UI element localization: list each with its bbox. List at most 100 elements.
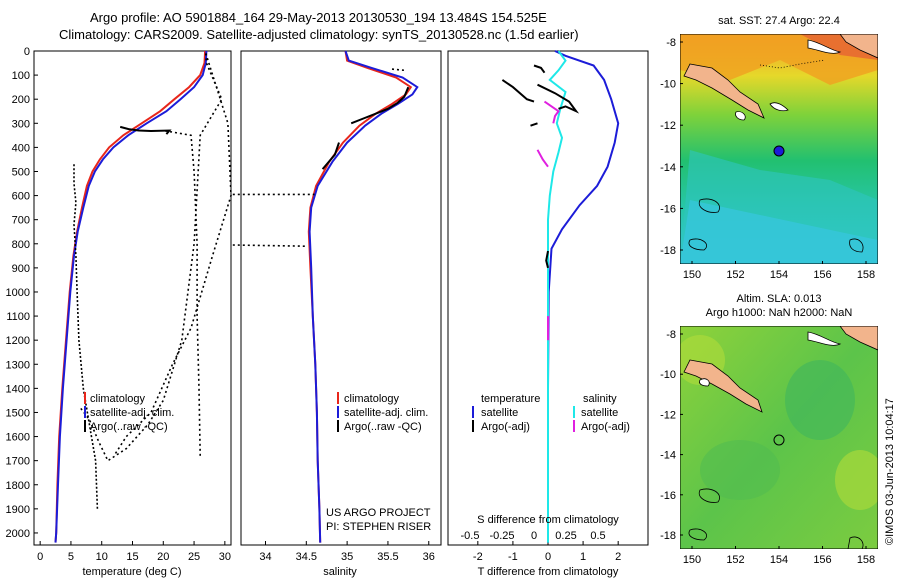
series-t-argo-5	[545, 250, 549, 269]
y-tick-label: 1100	[6, 311, 30, 323]
land-islands	[699, 331, 842, 387]
legend-label-climatology: climatology	[90, 393, 146, 405]
map-y-tick-label: -10	[660, 79, 676, 91]
map-y-tick-label: -18	[660, 530, 676, 542]
legend-swatch-argo	[337, 420, 339, 432]
legend-swatch-t-satellite	[472, 406, 474, 418]
y-tick-label: 100	[12, 70, 30, 82]
map-x-tick-label: 150	[683, 269, 701, 281]
top-tick-label: -0.5	[461, 530, 480, 542]
map-y-tick-label: -16	[660, 490, 676, 502]
land-islands	[735, 39, 842, 121]
x-tick-label: 36	[423, 551, 435, 563]
legend-swatch-argo	[84, 420, 86, 432]
y-tick-label: 0	[24, 46, 30, 58]
sla-low-2	[700, 440, 780, 500]
series-argo-2	[232, 244, 307, 247]
sst-map	[680, 34, 878, 264]
y-tick-label: 300	[12, 118, 30, 130]
legend-swatch-satellite	[337, 406, 339, 418]
y-tick-label: 500	[12, 166, 30, 178]
series-climatology	[307, 50, 413, 543]
map-x-tick-label: 154	[770, 269, 788, 281]
temperature-legend: climatology satellite-adj. clim. Argo(..…	[84, 392, 174, 433]
map-x-tick-label: 156	[813, 269, 831, 281]
sla-map-title-line2: Argo h1000: NaN h2000: NaN	[706, 307, 853, 319]
y-tick-label: 1300	[6, 359, 30, 371]
land-new-guinea-tail	[683, 359, 763, 413]
y-tick-label: 200	[12, 94, 30, 106]
sst-map-title: sat. SST: 27.4 Argo: 22.4	[718, 15, 840, 27]
reef-outline	[688, 488, 864, 549]
series-argo-5	[321, 142, 340, 170]
temperature-plot-frame	[33, 50, 232, 546]
dotted-track	[759, 59, 826, 69]
series-s-argo-2	[536, 149, 549, 168]
x-tick-label: 25	[188, 551, 200, 563]
series-argo-3	[163, 129, 201, 456]
map-x-tick-label: 158	[857, 269, 875, 281]
legend-label-argo: Argo(..raw -QC)	[344, 421, 422, 433]
land-top-right	[839, 326, 878, 351]
series-argo-4	[350, 86, 410, 125]
x-tick-label: 35	[341, 551, 353, 563]
y-tick-label: 1700	[6, 456, 30, 468]
map-x-tick-label: 152	[726, 554, 744, 566]
x-tick-label: 35.5	[377, 551, 398, 563]
series-satellite-adj-clim-	[308, 50, 419, 543]
argo-float-location	[773, 145, 785, 157]
x-tick-label: 10	[96, 551, 108, 563]
map-x-tick-label: 152	[726, 269, 744, 281]
x-tick-label: 15	[126, 551, 138, 563]
difference-chart: -2 -1 0 1 2 -0.5 -0.25 0 0.25 0.5	[461, 50, 621, 563]
y-tick-label: 800	[12, 239, 30, 251]
series-argo-4	[73, 164, 99, 509]
map-y-tick-label: -12	[660, 120, 676, 132]
x-tick-label: 30	[219, 551, 231, 563]
legend-label-s-satellite: satellite	[581, 407, 618, 419]
legend-label-argo: Argo(..raw -QC)	[90, 421, 168, 433]
map-x-tick-label: 158	[857, 554, 875, 566]
legend-header-salinity: salinity	[583, 393, 617, 405]
top-tick-label: 0	[531, 530, 537, 542]
y-tick-label: 2000	[6, 528, 30, 540]
series-argo-2	[113, 53, 232, 457]
difference-xlabel: T difference from climatology	[478, 566, 619, 578]
land-top-right	[839, 34, 878, 59]
map-x-tick-label: 154	[770, 554, 788, 566]
x-tick-label: 0	[37, 551, 43, 563]
legend-label-s-argo: Argo(-adj)	[581, 421, 630, 433]
figure-title-line1: Argo profile: AO 5901884_164 29-May-2013…	[90, 10, 547, 25]
legend-swatch-t-argo	[472, 420, 474, 432]
legend-swatch-s-argo	[573, 420, 575, 432]
temperature-chart: 0 5 10 15 20 25 300100200300400500600700800900…	[6, 46, 232, 563]
salinity-chart: 34 34.5 35 35.5 36	[232, 50, 435, 563]
series-t-argo-3	[533, 64, 546, 74]
series-t-argo	[537, 83, 580, 114]
y-tick-label: 1900	[6, 504, 30, 516]
salinity-xlabel: salinity	[323, 566, 357, 578]
sla-map-title-line1: Altim. SLA: 0.013	[737, 293, 822, 305]
map-y-tick-label: -14	[660, 450, 676, 462]
project-annotation: US ARGO PROJECT	[326, 507, 431, 519]
map-x-tick-label: 150	[683, 554, 701, 566]
map-y-tick-label: -14	[660, 162, 676, 174]
map-y-tick-label: -10	[660, 369, 676, 381]
top-tick-label: 0.25	[555, 530, 576, 542]
land-new-guinea-tail	[683, 63, 765, 119]
map-y-tick-label: -8	[666, 329, 676, 341]
x-tick-label: -1	[508, 551, 518, 563]
map-y-tick-label: -8	[666, 37, 676, 49]
sla-map	[680, 326, 878, 549]
y-tick-label: 1500	[6, 407, 30, 419]
legend-label-t-satellite: satellite	[481, 407, 518, 419]
series-s-argo	[543, 100, 560, 124]
salinity-legend: climatology satellite-adj. clim. Argo(..…	[326, 392, 431, 533]
x-tick-label: 20	[157, 551, 169, 563]
series-satellite-adj-clim-	[54, 50, 208, 543]
x-tick-label: -2	[473, 551, 483, 563]
y-tick-label: 1000	[6, 287, 30, 299]
figure-title-line2: Climatology: CARS2009. Satellite-adjuste…	[59, 27, 579, 42]
series-t-argo-2	[501, 79, 535, 103]
